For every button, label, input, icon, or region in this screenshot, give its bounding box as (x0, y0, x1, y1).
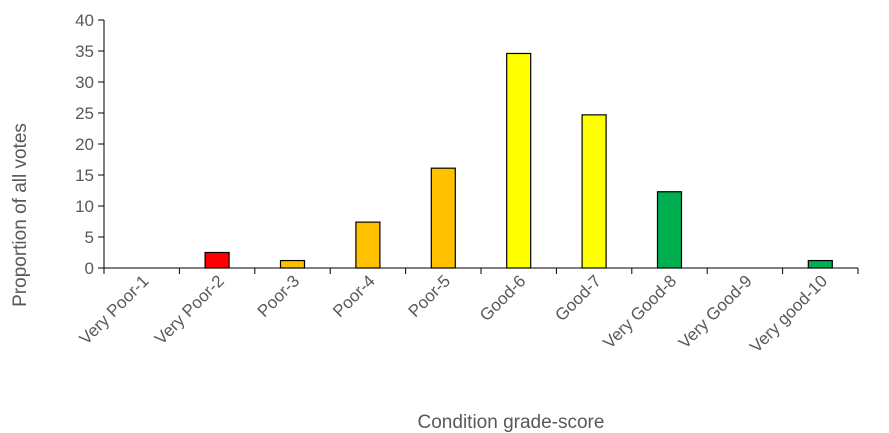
x-tick-label: Very Good-8 (599, 271, 680, 352)
x-tick-label: Good-7 (551, 271, 605, 325)
x-tick-label: Good-6 (476, 271, 530, 325)
bar-poor-4 (355, 221, 381, 269)
y-tick-label: 25 (75, 104, 94, 123)
y-tick-label: 15 (75, 166, 94, 185)
y-tick-label: 10 (75, 197, 94, 216)
x-tick-label: Poor-5 (405, 271, 455, 321)
chart-bars (204, 52, 833, 269)
y-axis-title: Proportion of all votes (10, 123, 31, 307)
x-tick-label: Poor-3 (254, 271, 304, 321)
bar-poor-3 (279, 259, 306, 269)
y-tick-label: 0 (85, 259, 94, 278)
y-tick-label: 30 (75, 73, 94, 92)
x-tick-label: Very Good-9 (675, 271, 756, 352)
y-tick-label: 35 (75, 42, 94, 61)
x-tick-label: Very Poor-1 (76, 271, 153, 348)
bar-good-7 (581, 114, 607, 269)
y-tick-label: 5 (85, 228, 94, 247)
bar-good-6 (506, 52, 532, 269)
x-axis-title: Condition grade-score (418, 412, 605, 433)
x-tick-label: Poor-4 (329, 271, 379, 321)
bar-very-poor-2 (204, 251, 230, 269)
bar-poor-5 (430, 167, 456, 269)
bar-very-good-10 (807, 259, 833, 269)
y-tick-label: 40 (75, 11, 94, 30)
chart-axes (103, 20, 858, 269)
y-tick-label: 20 (75, 135, 94, 154)
bar-very-good-8 (656, 191, 683, 269)
y-axis-ticks: 0 5 10 15 20 25 30 35 40 (75, 11, 104, 278)
x-tick-label: Very good-10 (746, 271, 831, 356)
x-tick-label: Very Poor-2 (151, 271, 228, 348)
